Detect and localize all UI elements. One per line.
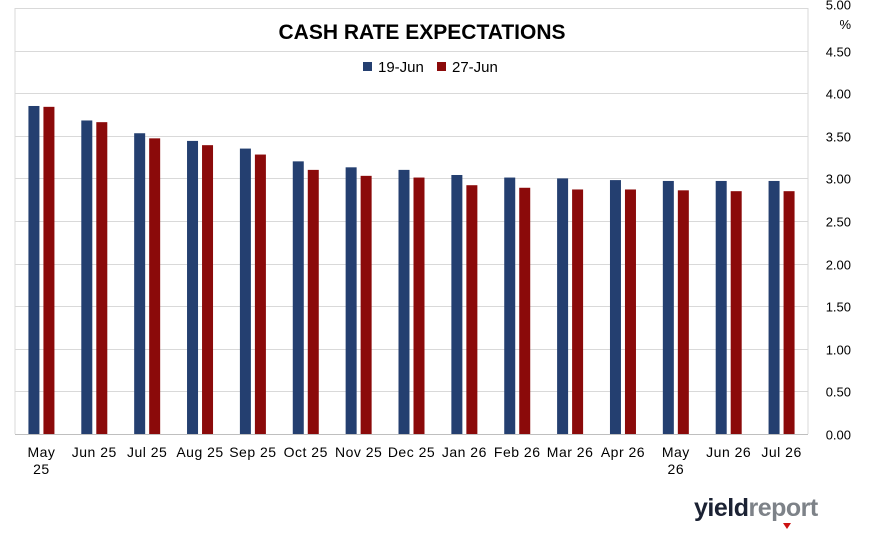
logo-text-yield: yield bbox=[694, 494, 749, 522]
bar-27-jun-0 bbox=[43, 106, 55, 434]
bar-27-jun-10 bbox=[572, 189, 584, 434]
x-tick-label: Jul 26 bbox=[761, 444, 801, 460]
bar-19-jun-7 bbox=[398, 169, 410, 434]
bar-19-jun-4 bbox=[239, 148, 251, 434]
y-tick-label: 1.50 bbox=[826, 300, 851, 315]
yieldreport-logo: yieldreport bbox=[694, 494, 818, 529]
legend-label-27-jun: 27-Jun bbox=[452, 59, 498, 76]
x-tick-label: Sep 25 bbox=[229, 444, 276, 460]
bar-27-jun-5 bbox=[307, 169, 319, 434]
bar-27-jun-12 bbox=[677, 190, 689, 434]
x-tick-label: 25 bbox=[33, 461, 50, 477]
y-tick-label: 4.00 bbox=[826, 87, 851, 102]
bar-27-jun-3 bbox=[202, 145, 214, 434]
x-tick-label: May bbox=[27, 444, 55, 460]
y-tick-label: 2.50 bbox=[826, 215, 851, 230]
x-tick-label: Feb 26 bbox=[494, 444, 541, 460]
legend-swatch-27-jun bbox=[437, 62, 446, 71]
x-tick-label: Jul 25 bbox=[127, 444, 167, 460]
bar-19-jun-11 bbox=[609, 180, 621, 434]
bar-19-jun-9 bbox=[504, 177, 516, 434]
chart-title: CASH RATE EXPECTATIONS bbox=[278, 21, 565, 44]
bar-19-jun-6 bbox=[345, 167, 357, 434]
bar-19-jun-8 bbox=[451, 174, 463, 434]
x-tick-label: Jun 26 bbox=[706, 444, 751, 460]
bar-19-jun-10 bbox=[557, 178, 569, 434]
bar-27-jun-1 bbox=[96, 122, 108, 434]
bar-19-jun-5 bbox=[292, 161, 304, 435]
bar-27-jun-9 bbox=[519, 187, 531, 434]
x-tick-label: Jun 25 bbox=[72, 444, 117, 460]
x-tick-label: Nov 25 bbox=[335, 444, 382, 460]
y-tick-label: 5.00 bbox=[826, 0, 851, 13]
bar-19-jun-14 bbox=[768, 180, 780, 434]
bar-27-jun-13 bbox=[730, 191, 742, 434]
x-tick-label: 26 bbox=[668, 461, 685, 477]
x-tick-label: Aug 25 bbox=[176, 444, 223, 460]
x-tick-label: May bbox=[662, 444, 690, 460]
x-tick-label: Jan 26 bbox=[442, 444, 487, 460]
bars bbox=[28, 105, 795, 435]
x-tick-label: Apr 26 bbox=[601, 444, 645, 460]
y-tick-label: 1.00 bbox=[826, 343, 851, 358]
legend-swatch-19-jun bbox=[363, 62, 372, 71]
bar-19-jun-2 bbox=[134, 133, 146, 434]
logo-accent-triangle-icon bbox=[783, 523, 791, 529]
bar-27-jun-8 bbox=[466, 185, 478, 434]
y-axis-unit-label: % bbox=[839, 17, 851, 32]
logo-text-report: report bbox=[748, 494, 818, 522]
y-tick-label: 2.00 bbox=[826, 258, 851, 273]
axes: 0.00 0.50 1.00 1.50 2.00 2.50 3.00 3.50 4.00 4.50… bbox=[15, 0, 851, 477]
y-tick-label: 3.50 bbox=[826, 130, 851, 145]
bar-27-jun-14 bbox=[783, 191, 795, 434]
y-tick-label: 0.50 bbox=[826, 385, 851, 400]
bar-19-jun-12 bbox=[662, 180, 674, 434]
bar-19-jun-0 bbox=[28, 105, 40, 434]
x-tick-label: Mar 26 bbox=[547, 444, 594, 460]
bar-27-jun-11 bbox=[624, 189, 636, 434]
bar-27-jun-6 bbox=[360, 175, 372, 434]
bar-27-jun-7 bbox=[413, 177, 425, 434]
bar-19-jun-3 bbox=[187, 140, 199, 435]
y-tick-label: 0.00 bbox=[826, 428, 851, 443]
legend: 19-Jun 27-Jun bbox=[363, 59, 498, 76]
y-tick-label: 3.00 bbox=[826, 172, 851, 187]
legend-label-19-jun: 19-Jun bbox=[378, 59, 424, 76]
bar-27-jun-2 bbox=[149, 138, 161, 434]
y-tick-label: 4.50 bbox=[826, 45, 851, 60]
bar-27-jun-4 bbox=[254, 154, 266, 434]
x-tick-label: Dec 25 bbox=[388, 444, 435, 460]
bar-19-jun-1 bbox=[81, 120, 93, 435]
x-tick-label: Oct 25 bbox=[284, 444, 328, 460]
bar-19-jun-13 bbox=[715, 180, 727, 434]
